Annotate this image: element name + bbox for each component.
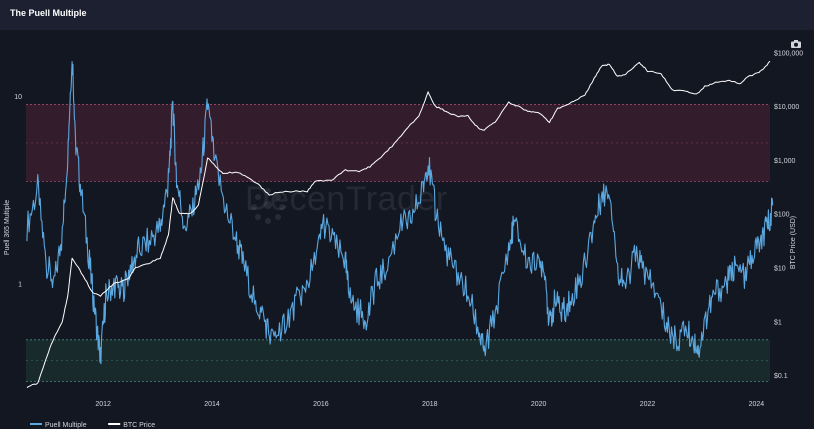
x-tick-label: 2012 (95, 401, 111, 408)
y-right-tick-label: $10,000 (774, 104, 799, 111)
x-tick-label: 2020 (531, 401, 547, 408)
legend-label: BTC Price (123, 422, 155, 429)
x-tick-label: 2016 (313, 401, 329, 408)
chart-title: The Puell Multiple (10, 8, 87, 18)
legend-label: Puell Multiple (45, 422, 87, 429)
puell-multiple-chart: 10 1 $100,000 $10,000 $1,000 $100 $10 $1 $0.1 201… (4, 50, 803, 429)
y-right-tick-label: $100,000 (774, 50, 803, 57)
y-left-axis-title: Puell 365 Multiple (4, 200, 11, 255)
x-tick-label: 2018 (422, 401, 438, 408)
y-right-tick-label: $100 (774, 212, 790, 219)
y-right-tick-label: $0.1 (774, 373, 788, 380)
y-right-axis-title: BTC Price (USD) (790, 216, 797, 269)
y-left-tick-label: 10 (14, 94, 22, 101)
camera-icon[interactable] (790, 39, 802, 49)
y-right-tick-label: $1 (774, 319, 782, 326)
x-tick-label: 2024 (749, 401, 765, 408)
watermark-logo-icon (251, 188, 285, 224)
series-line-btc-price (26, 60, 771, 388)
y-right-tick-label: $1,000 (774, 158, 796, 165)
y-right-tick-label: $10 (774, 265, 786, 272)
y-left-tick-label: 1 (18, 281, 22, 288)
x-tick-label: 2014 (204, 401, 220, 408)
chart-header: The Puell Multiple (0, 0, 814, 30)
x-tick-label: 2022 (640, 401, 656, 408)
series-line-puell-multiple (26, 61, 774, 365)
